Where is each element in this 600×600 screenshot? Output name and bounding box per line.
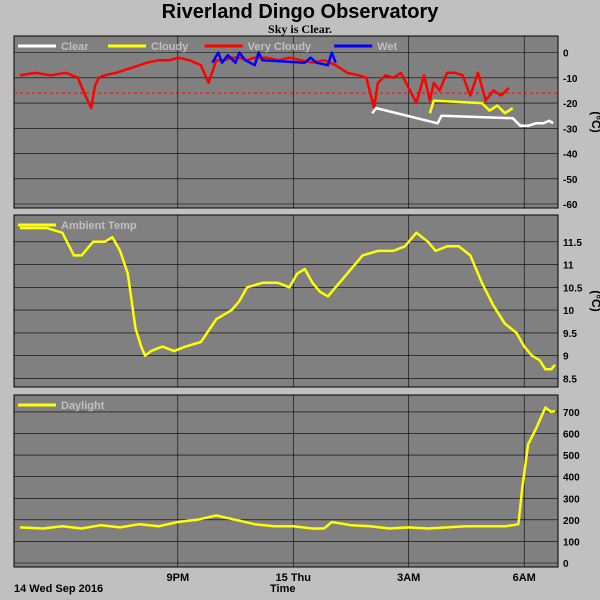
sky-legend-label: Wet <box>377 41 397 53</box>
sky-series-cloudy <box>428 99 514 115</box>
sky-ytick-label: 0 <box>563 49 569 60</box>
sky-unit-label: (°C) <box>589 111 600 132</box>
ambient-ytick-label: 9 <box>563 352 569 363</box>
sky-series-very-cloudy <box>19 56 510 110</box>
daylight-ytick-label: 300 <box>563 494 580 505</box>
daylight-ytick-label: 400 <box>563 473 580 484</box>
daylight-ytick-label: 100 <box>563 537 580 548</box>
ambient-ytick-label: 11.5 <box>563 238 582 249</box>
ambient-panel: 8.5 9 9.5 10 10.5 11 11.5 (°C) Ambient Temp <box>13 214 600 388</box>
daylight-legend-label: Daylight <box>61 400 105 412</box>
daylight-plot-area <box>13 394 559 568</box>
x-tick-label: 6AM <box>513 572 536 584</box>
x-tick-label: 9PM <box>166 572 189 584</box>
ambient-ytick-label: 10 <box>563 306 575 317</box>
ambient-legend-label: Ambient Temp <box>61 220 137 232</box>
daylight-ytick-label: 0 <box>563 559 569 570</box>
x-tick-label: 3AM <box>397 572 420 584</box>
sky-series-wet <box>211 51 337 67</box>
daylight-ytick-label: 500 <box>563 451 580 462</box>
daylight-series-daylight <box>19 406 556 530</box>
sky-panel: 0 -10 -20 -30 -40 -50 -60 (°C) Clear Cloudy Very C… <box>13 35 600 211</box>
sky-ytick-label: -10 <box>563 74 578 85</box>
sky-series-clear <box>371 106 554 128</box>
daylight-ytick-label: 700 <box>563 408 580 419</box>
ambient-ytick-label: 9.5 <box>563 329 577 340</box>
sky-ytick-label: -30 <box>563 124 578 135</box>
sky-plot-area <box>13 35 559 209</box>
x-tick-label: 15 Thu <box>276 572 311 584</box>
sky-legend-label: Very Cloudy <box>248 41 312 53</box>
daylight-ytick-label: 200 <box>563 516 580 527</box>
sky-status: Sky is Clear. <box>268 22 332 36</box>
ambient-plot-area <box>13 214 559 388</box>
daylight-panel: 0 100 200 300 400 500 600 700 Daylight <box>13 394 580 570</box>
page-title: Riverland Dingo Observatory <box>161 1 439 23</box>
sky-legend-label: Cloudy <box>151 41 189 53</box>
x-axis-title: Time <box>270 583 296 595</box>
date-label: 14 Wed Sep 2016 <box>14 583 104 595</box>
sky-ytick-label: -20 <box>563 99 578 110</box>
ambient-ytick-label: 8.5 <box>563 374 577 385</box>
sky-ytick-label: -40 <box>563 150 578 161</box>
sky-ytick-label: -60 <box>563 200 578 211</box>
ambient-ytick-label: 11 <box>563 261 574 272</box>
ambient-ytick-label: 10.5 <box>563 283 583 294</box>
ambient-unit-label: (°C) <box>589 290 600 311</box>
sky-legend-label: Clear <box>61 41 89 53</box>
daylight-ytick-label: 600 <box>563 430 580 441</box>
sky-ytick-label: -50 <box>563 175 578 186</box>
ambient-series-ambient-temp <box>20 226 556 371</box>
